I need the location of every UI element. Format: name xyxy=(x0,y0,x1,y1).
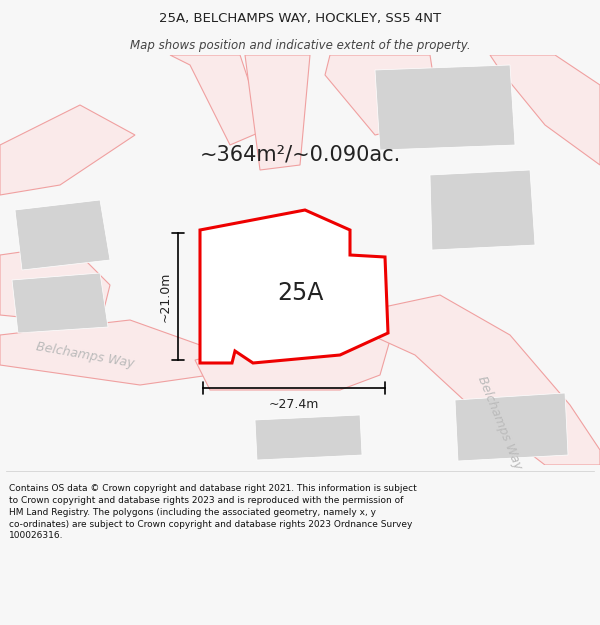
Text: 25A: 25A xyxy=(277,281,323,305)
Polygon shape xyxy=(455,393,568,461)
Polygon shape xyxy=(170,55,265,145)
Polygon shape xyxy=(360,295,600,465)
Text: Belchamps Way: Belchamps Way xyxy=(35,340,135,370)
Text: Belchamps Way: Belchamps Way xyxy=(475,374,524,471)
Text: 25A, BELCHAMPS WAY, HOCKLEY, SS5 4NT: 25A, BELCHAMPS WAY, HOCKLEY, SS5 4NT xyxy=(159,12,441,25)
Polygon shape xyxy=(15,200,110,270)
Polygon shape xyxy=(255,415,362,460)
Polygon shape xyxy=(195,325,390,390)
Polygon shape xyxy=(375,65,515,150)
Polygon shape xyxy=(12,273,108,333)
Polygon shape xyxy=(430,170,535,250)
Polygon shape xyxy=(245,55,310,170)
Polygon shape xyxy=(0,320,210,385)
Text: Map shows position and indicative extent of the property.: Map shows position and indicative extent… xyxy=(130,39,470,51)
Text: Contains OS data © Crown copyright and database right 2021. This information is : Contains OS data © Crown copyright and d… xyxy=(9,484,417,541)
Text: ~21.0m: ~21.0m xyxy=(159,271,172,322)
Polygon shape xyxy=(0,245,110,325)
Polygon shape xyxy=(200,210,388,363)
Polygon shape xyxy=(490,55,600,165)
Polygon shape xyxy=(0,105,135,195)
Polygon shape xyxy=(235,235,320,320)
Text: ~364m²/~0.090ac.: ~364m²/~0.090ac. xyxy=(199,145,401,165)
Polygon shape xyxy=(325,55,440,135)
Text: ~27.4m: ~27.4m xyxy=(269,398,319,411)
